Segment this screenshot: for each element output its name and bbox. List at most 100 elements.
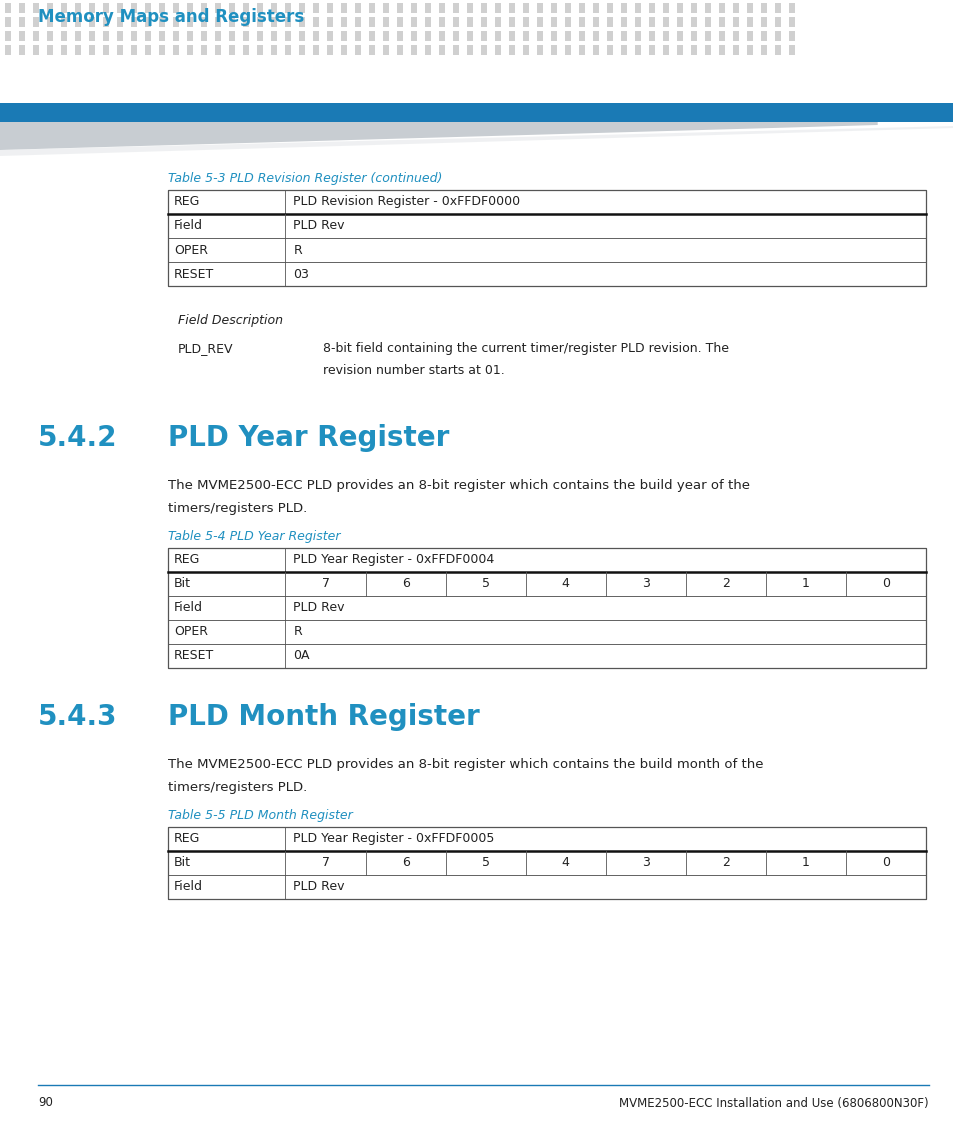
Bar — [243, 17, 248, 27]
Bar — [168, 827, 925, 899]
Bar — [593, 31, 598, 41]
Text: 0A: 0A — [294, 649, 310, 663]
Bar — [704, 31, 710, 41]
Bar — [355, 17, 360, 27]
Bar — [382, 45, 388, 55]
Bar — [168, 190, 925, 214]
Bar — [495, 3, 500, 13]
Bar — [551, 3, 556, 13]
Bar — [593, 3, 598, 13]
Bar — [495, 31, 500, 41]
Bar — [340, 45, 346, 55]
Text: PLD Rev: PLD Rev — [294, 881, 345, 893]
Bar — [243, 3, 248, 13]
Bar — [103, 31, 109, 41]
Bar — [760, 3, 765, 13]
Bar — [103, 17, 109, 27]
Text: 5: 5 — [481, 856, 489, 869]
Text: Bit: Bit — [173, 577, 191, 591]
Bar — [662, 31, 668, 41]
Bar — [704, 3, 710, 13]
Bar — [229, 45, 234, 55]
Bar — [201, 31, 206, 41]
Text: 3: 3 — [641, 856, 649, 869]
Bar — [522, 17, 528, 27]
Text: 0: 0 — [881, 856, 889, 869]
Bar — [298, 3, 304, 13]
Text: 2: 2 — [721, 856, 729, 869]
Bar — [480, 3, 486, 13]
Text: timers/registers PLD.: timers/registers PLD. — [168, 502, 307, 515]
Bar — [551, 31, 556, 41]
Bar — [285, 45, 291, 55]
Bar — [509, 31, 514, 41]
Bar — [168, 548, 925, 572]
Bar — [131, 45, 136, 55]
Bar — [396, 31, 402, 41]
Bar — [214, 17, 220, 27]
Bar — [5, 17, 10, 27]
Bar — [467, 17, 472, 27]
Bar — [33, 3, 38, 13]
Text: PLD_REV: PLD_REV — [178, 342, 233, 355]
Bar — [19, 17, 25, 27]
Bar — [746, 3, 752, 13]
Bar — [229, 3, 234, 13]
Text: 0: 0 — [881, 577, 889, 591]
Bar — [201, 45, 206, 55]
Text: Memory Maps and Registers: Memory Maps and Registers — [38, 8, 304, 26]
Bar — [168, 619, 925, 643]
Bar — [620, 17, 626, 27]
Bar — [774, 3, 780, 13]
Bar — [201, 3, 206, 13]
Bar — [690, 31, 696, 41]
Bar — [47, 3, 52, 13]
Bar — [168, 548, 925, 668]
Bar — [690, 45, 696, 55]
Bar — [480, 17, 486, 27]
Bar — [369, 45, 375, 55]
Bar — [537, 31, 542, 41]
Bar — [480, 31, 486, 41]
Text: RESET: RESET — [173, 649, 214, 663]
Bar — [522, 3, 528, 13]
Bar — [719, 31, 723, 41]
Bar — [719, 17, 723, 27]
Polygon shape — [0, 123, 877, 150]
Bar — [355, 3, 360, 13]
Bar — [75, 3, 80, 13]
Bar — [271, 31, 276, 41]
Bar — [327, 3, 333, 13]
Bar — [648, 3, 654, 13]
Bar — [75, 45, 80, 55]
Text: OPER: OPER — [173, 244, 208, 256]
Bar — [662, 17, 668, 27]
Text: PLD Year Register: PLD Year Register — [168, 424, 449, 452]
Bar — [298, 45, 304, 55]
Text: timers/registers PLD.: timers/registers PLD. — [168, 781, 307, 793]
Bar — [537, 45, 542, 55]
Bar — [117, 17, 122, 27]
Bar — [313, 45, 318, 55]
Bar — [788, 45, 794, 55]
Bar — [551, 45, 556, 55]
Bar — [159, 31, 164, 41]
Bar — [75, 17, 80, 27]
Bar — [438, 17, 444, 27]
Bar — [159, 3, 164, 13]
Bar — [480, 45, 486, 55]
Bar — [187, 31, 193, 41]
Bar — [788, 3, 794, 13]
Bar — [168, 190, 925, 286]
Bar — [243, 45, 248, 55]
Bar — [424, 45, 430, 55]
Bar — [522, 31, 528, 41]
Bar — [662, 45, 668, 55]
Bar — [145, 45, 151, 55]
Bar — [256, 31, 262, 41]
Bar — [662, 3, 668, 13]
Bar — [424, 17, 430, 27]
Bar — [145, 17, 151, 27]
Bar — [89, 31, 94, 41]
Text: Table 5-5 PLD Month Register: Table 5-5 PLD Month Register — [168, 810, 353, 822]
